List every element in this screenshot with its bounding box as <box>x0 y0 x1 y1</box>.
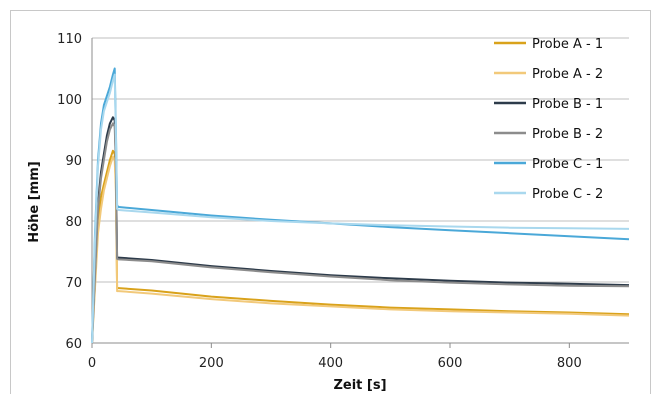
y-axis-title: Höhe [mm] <box>27 161 42 242</box>
x-tick-label-0: 0 <box>88 356 96 371</box>
legend-label-5: Probe C - 1 <box>532 157 603 172</box>
y-tick-labels: 60 70 80 90 100 110 <box>57 32 82 352</box>
y-tick-label-80: 80 <box>65 215 82 230</box>
legend-label-1: Probe A - 1 <box>532 37 603 52</box>
gridlines <box>92 37 629 283</box>
legend: Probe A - 1 Probe A - 2 Probe B - 1 Probe B… <box>494 37 603 202</box>
legend-label-4: Probe B - 2 <box>532 127 603 142</box>
legend-label-2: Probe A - 2 <box>532 67 603 82</box>
series-line-6 <box>91 73 630 344</box>
series-line-2 <box>91 156 630 344</box>
x-axis-title: Zeit [s] <box>333 378 386 393</box>
x-tick-label-200: 200 <box>199 356 224 371</box>
legend-label-6: Probe C - 2 <box>532 187 603 202</box>
x-tick-labels: 0 200 400 600 800 <box>88 356 582 371</box>
series-line-3 <box>91 116 630 344</box>
x-tick-label-600: 600 <box>438 356 463 371</box>
y-tick-label-110: 110 <box>57 32 82 47</box>
y-tick-label-90: 90 <box>65 154 82 169</box>
axes <box>91 38 629 348</box>
x-tick-label-800: 800 <box>557 356 582 371</box>
x-tick-label-400: 400 <box>318 356 343 371</box>
series-line-4 <box>91 122 630 344</box>
y-tick-label-70: 70 <box>65 276 82 291</box>
series-lines <box>91 67 630 344</box>
legend-label-3: Probe B - 1 <box>532 97 603 112</box>
y-tick-label-100: 100 <box>57 93 82 108</box>
y-tick-label-60: 60 <box>65 337 82 352</box>
